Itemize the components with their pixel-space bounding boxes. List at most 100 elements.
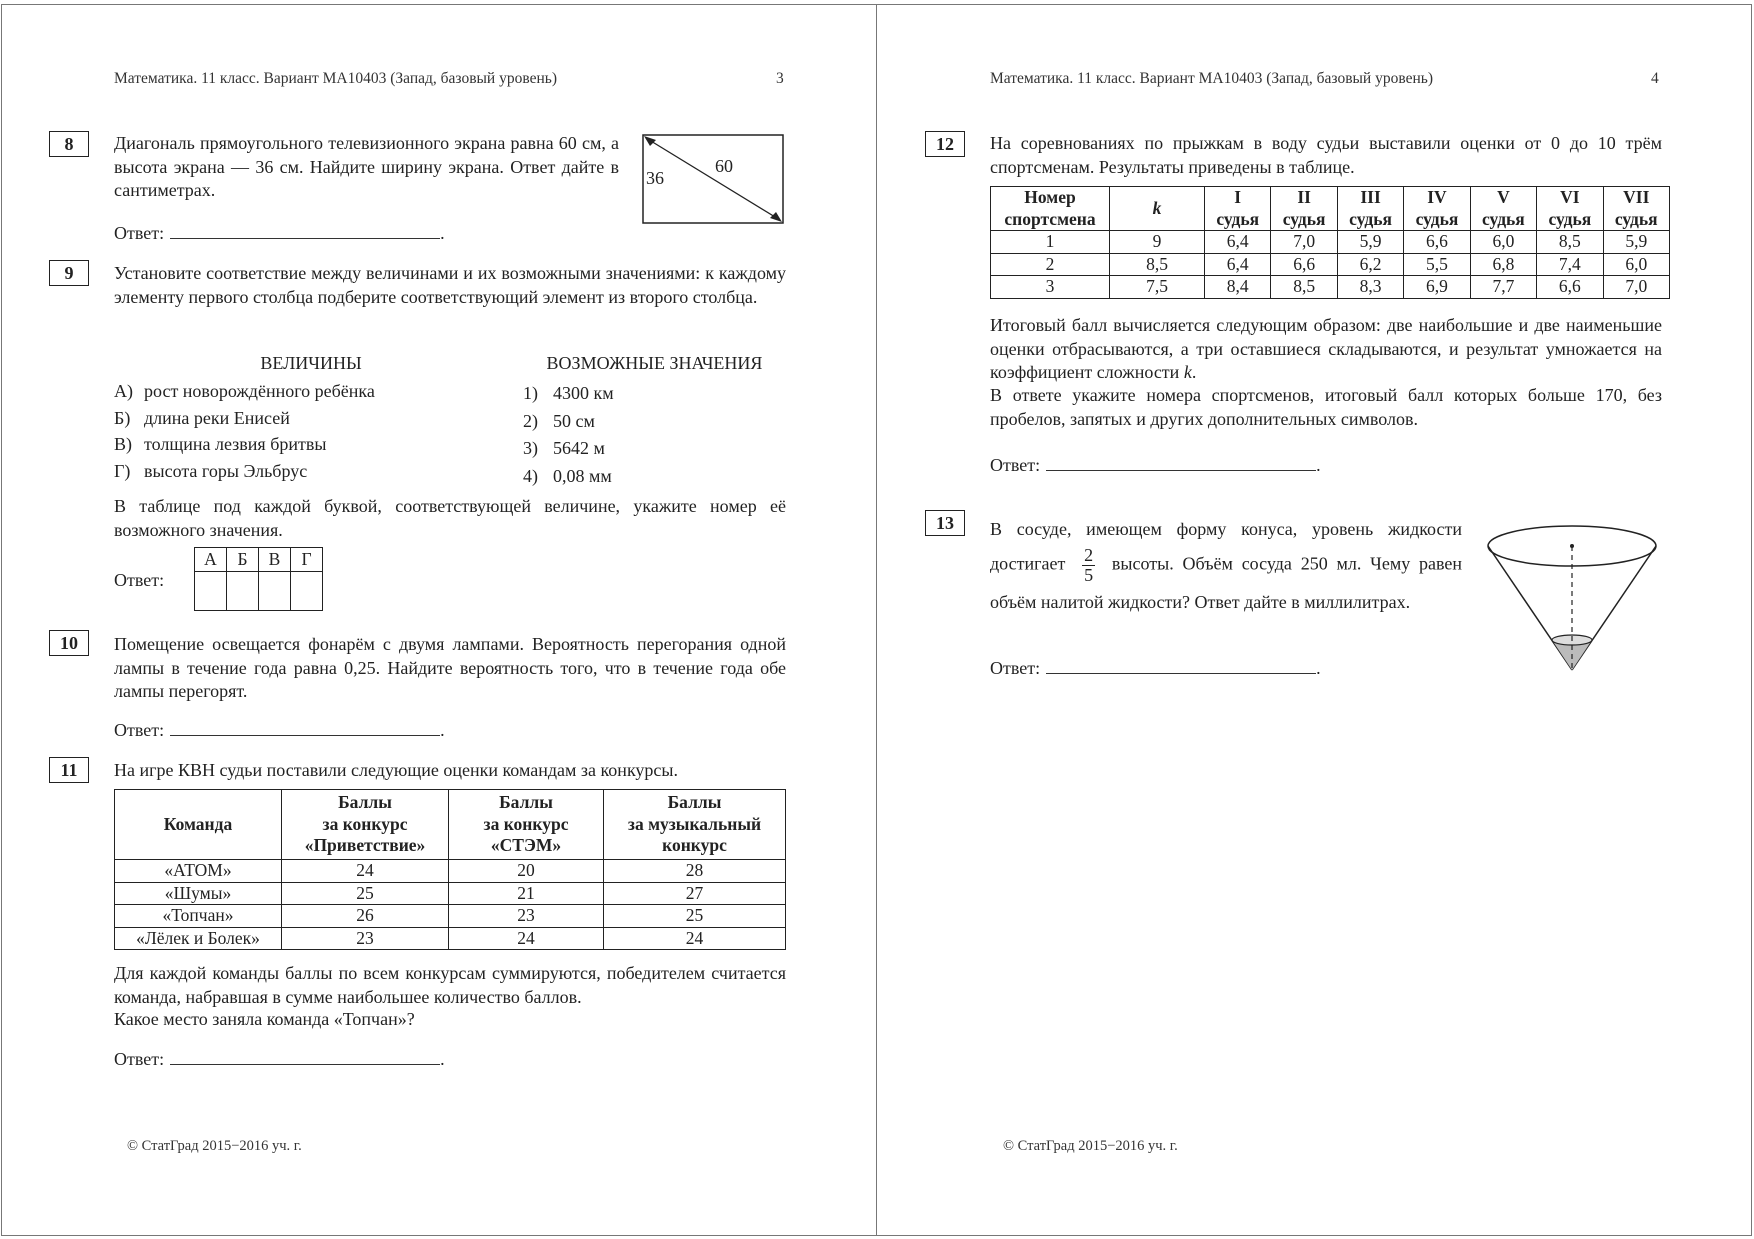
table-cell: 1	[990, 230, 1110, 254]
table-cell: 8,5	[1270, 275, 1338, 299]
q8-answer: Ответ:.	[114, 220, 445, 245]
answer-letter: В	[258, 547, 291, 572]
column-header: III	[1336, 186, 1405, 209]
column-header: Номер	[990, 186, 1110, 209]
q9-answer-table: А Б В Г	[194, 547, 323, 611]
answer-cell[interactable]	[258, 571, 291, 611]
table-cell: «Лёлек и Болек»	[114, 926, 282, 950]
answer-label: Ответ:	[990, 658, 1041, 678]
q8-text: Диагональ прямоугольного телевизионного …	[114, 133, 619, 200]
table-cell: 2	[990, 252, 1110, 276]
page-header: Математика. 11 класс. Вариант МА10403 (З…	[114, 70, 557, 87]
answer-cell[interactable]	[226, 571, 259, 611]
table-cell: 24	[448, 926, 604, 950]
table-row: «Шумы» 25 21 27	[114, 881, 786, 905]
q11-score-table: Команда Баллы за конкурс «Приветствие» Б…	[114, 789, 786, 950]
table-cell: 6,9	[1403, 275, 1471, 299]
diagram-label-60: 60	[715, 156, 733, 176]
table-cell: 5,9	[1602, 230, 1671, 254]
answer-label: Ответ:	[990, 455, 1041, 475]
table-row: 3 7,5 8,4 8,5 8,3 6,9 7,7 6,6 7,0	[990, 275, 1671, 299]
question-number-10: 10	[49, 630, 89, 656]
q12-after-text: Итоговый балл вычисляется следующим обра…	[990, 315, 1662, 382]
answer-field[interactable]	[170, 220, 441, 239]
answer-cell[interactable]	[194, 571, 227, 611]
table-cell: 24	[603, 926, 786, 950]
answer-label: Ответ:	[114, 570, 165, 590]
column-header: Баллы за музыкальный конкурс	[603, 789, 786, 860]
column-header: судья	[1336, 208, 1405, 231]
table-cell: «АТОМ»	[114, 859, 282, 883]
column-header: IV	[1403, 186, 1471, 209]
column-header: Баллы за конкурс «СТЭМ»	[448, 789, 604, 860]
q12-text: На соревнованиях по прыжкам в воду судьи…	[990, 133, 1662, 177]
value-item: 4) 0,08 мм	[523, 465, 612, 486]
column-header: судья	[1536, 208, 1604, 231]
quantities-list: А) рост новорождённого ребёнка Б) длина ре…	[114, 378, 375, 485]
table-cell: 6,6	[1403, 230, 1471, 254]
table-cell: 23	[281, 926, 449, 950]
table-cell: 8,5	[1109, 252, 1205, 276]
column-header: VI	[1536, 186, 1604, 209]
page-header: Математика. 11 класс. Вариант МА10403 (З…	[990, 70, 1433, 87]
quantities-heading: ВЕЛИЧИНЫ	[260, 353, 362, 373]
column-header: k	[1109, 186, 1205, 231]
answer-field[interactable]	[170, 717, 441, 736]
table-cell: 28	[603, 859, 786, 883]
table-cell: 6,6	[1536, 275, 1604, 299]
table-cell: 7,7	[1469, 275, 1538, 299]
answer-label: Ответ:	[114, 720, 165, 740]
column-header: судья	[1270, 208, 1338, 231]
column-header: V	[1469, 186, 1538, 209]
table-cell: 6,0	[1602, 252, 1671, 276]
answer-field[interactable]	[1046, 452, 1317, 471]
table-cell: «Топчан»	[114, 904, 282, 928]
q10-text: Помещение освещается фонарём с двумя лам…	[114, 634, 786, 701]
column-header: Команда	[114, 789, 282, 860]
answer-field[interactable]	[170, 1046, 441, 1065]
table-cell: 24	[281, 859, 449, 883]
table-cell: 6,4	[1203, 230, 1272, 254]
table-cell: 5,5	[1403, 252, 1471, 276]
answer-label: Ответ:	[114, 223, 165, 243]
q11-question: Какое место заняла команда «Топчан»?	[114, 1009, 415, 1029]
page-number: 3	[776, 70, 784, 87]
table-row: 2 8,5 6,4 6,6 6,2 5,5 6,8 7,4 6,0	[990, 252, 1671, 276]
question-number-13: 13	[925, 510, 965, 536]
column-header: спортсмена	[990, 208, 1110, 231]
cone-diagram	[1487, 525, 1657, 671]
footer-copyright: © СтатГрад 2015−2016 уч. г.	[1003, 1138, 1178, 1154]
table-cell: 26	[281, 904, 449, 928]
question-number-8: 8	[49, 131, 89, 157]
value-item: 2) 50 см	[523, 410, 595, 431]
column-header: II	[1270, 186, 1338, 209]
q12-answer: Ответ:.	[990, 452, 1321, 477]
question-number-9: 9	[49, 260, 89, 286]
column-header: VII	[1602, 186, 1671, 209]
q11-after-text: Для каждой команды баллы по всем конкурс…	[114, 963, 786, 1007]
q13-answer: Ответ:.	[990, 655, 1321, 680]
column-header: Баллы за конкурс «Приветствие»	[281, 789, 449, 860]
table-cell: 6,4	[1203, 252, 1272, 276]
q9-instruction: В таблице под каждой буквой, соответству…	[114, 496, 786, 540]
q13-text: В сосуде, имеющем форму конуса, уровень …	[990, 519, 1463, 612]
answer-letter: Г	[290, 547, 323, 572]
answer-letter: Б	[226, 547, 259, 572]
fraction: 2 5	[1082, 545, 1096, 585]
table-cell: 25	[603, 904, 786, 928]
column-header: I	[1203, 186, 1272, 209]
column-header: судья	[1403, 208, 1471, 231]
answer-cell[interactable]	[290, 571, 323, 611]
table-cell: 8,3	[1336, 275, 1405, 299]
quantity-item: А) рост новорождённого ребёнка	[114, 381, 375, 401]
column-header: судья	[1469, 208, 1538, 231]
table-cell: 21	[448, 881, 604, 905]
answer-field[interactable]	[1046, 655, 1317, 674]
table-cell: 6,0	[1469, 230, 1538, 254]
table-cell: 27	[603, 881, 786, 905]
q9-text: Установите соответствие между величинами…	[114, 263, 786, 307]
table-cell: 6,6	[1270, 252, 1338, 276]
table-cell: 6,2	[1336, 252, 1405, 276]
table-cell: 7,0	[1602, 275, 1671, 299]
left-page	[1, 4, 877, 1236]
